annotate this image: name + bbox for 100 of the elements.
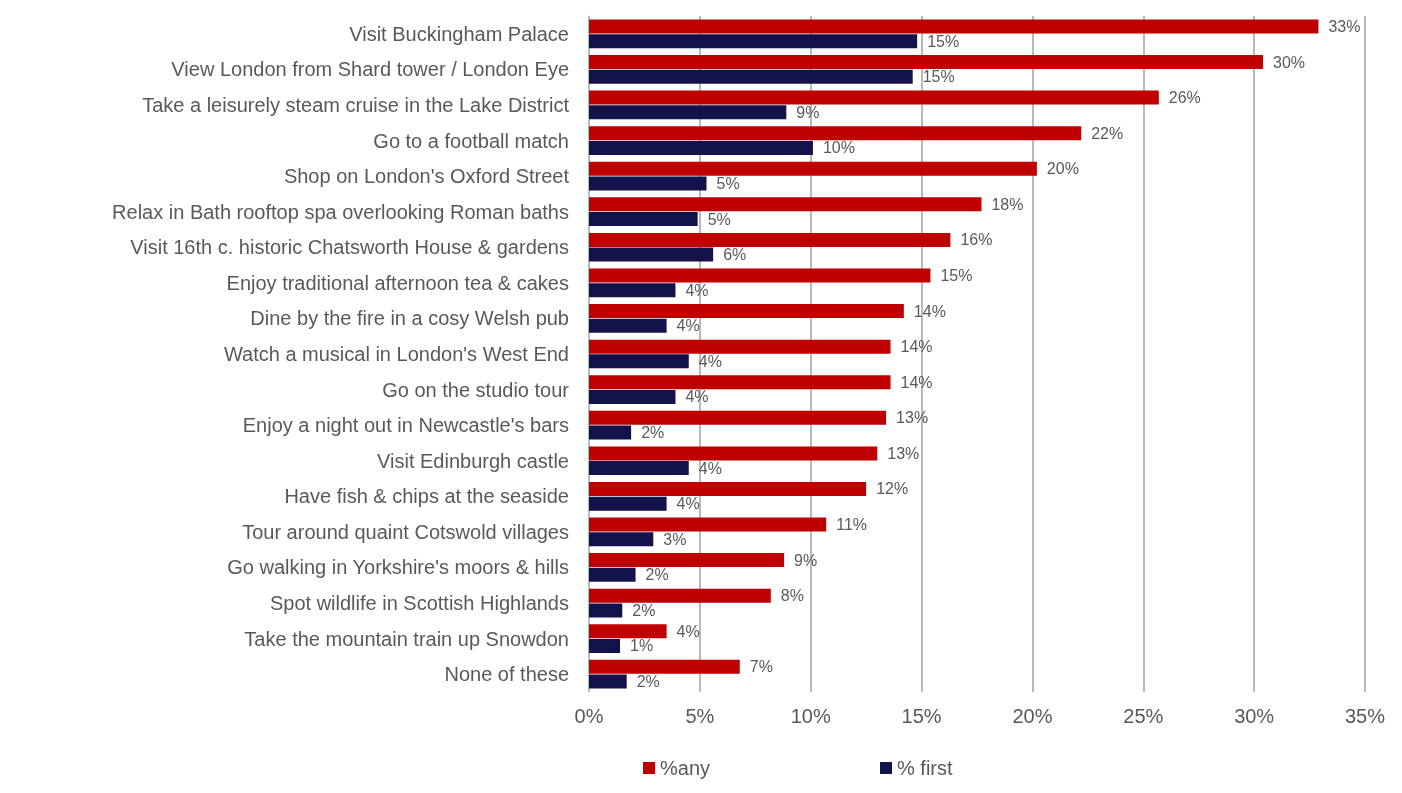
bar	[589, 247, 714, 262]
bar	[589, 461, 689, 476]
legend-label: % first	[897, 757, 954, 779]
data-label: 20%	[1046, 160, 1079, 178]
y-tick-label: Dine by the fire in a cosy Welsh pub	[250, 307, 569, 330]
data-label: 2%	[641, 424, 665, 442]
y-tick-label: Take the mountain train up Snowdon	[244, 627, 569, 650]
data-label: 4%	[676, 317, 700, 335]
data-label: 26%	[1168, 89, 1201, 107]
x-tick-label: 0%	[574, 705, 604, 727]
bar	[589, 674, 627, 689]
data-label: 15%	[940, 266, 973, 284]
x-tick-label: 5%	[685, 705, 715, 727]
data-label: 10%	[822, 139, 855, 157]
bar	[589, 567, 636, 582]
bar	[589, 375, 891, 390]
bar	[589, 126, 1082, 141]
bar	[589, 176, 707, 191]
data-label: 15%	[927, 32, 960, 50]
y-tick-label: Visit 16th c. historic Chatsworth House & gardens	[130, 236, 569, 259]
bar	[589, 624, 667, 639]
y-tick-label: Go to a football match	[373, 129, 569, 152]
data-label: 22%	[1091, 124, 1124, 142]
bar	[589, 517, 827, 532]
data-label: 4%	[698, 459, 722, 477]
data-label: 5%	[707, 210, 731, 228]
bar	[589, 268, 931, 283]
bar	[589, 496, 667, 511]
y-tick-label: Go on the studio tour	[382, 378, 570, 401]
x-tick-label: 10%	[790, 705, 831, 727]
data-label: 4%	[685, 281, 709, 299]
data-label: 30%	[1273, 53, 1306, 71]
data-label: 9%	[796, 103, 820, 121]
data-label: 18%	[991, 195, 1024, 213]
y-tick-label: Take a leisurely steam cruise in the Lake District	[142, 93, 570, 116]
bar	[589, 197, 982, 212]
bar	[589, 212, 698, 227]
bar	[589, 638, 621, 653]
bar	[589, 69, 913, 84]
bar	[589, 34, 918, 49]
x-tick-label: 20%	[1012, 705, 1053, 727]
data-label: 14%	[900, 373, 933, 391]
bar	[589, 90, 1159, 105]
y-tick-label: Go walking in Yorkshire's moors & hills	[227, 556, 569, 579]
data-label: 11%	[836, 516, 868, 534]
bar	[589, 659, 740, 674]
x-tick-label: 35%	[1344, 705, 1386, 727]
bar	[589, 481, 867, 496]
data-label: 4%	[698, 352, 722, 370]
data-label: 13%	[896, 409, 929, 427]
data-label: 8%	[780, 587, 804, 605]
data-label: 2%	[645, 566, 669, 584]
y-tick-label: Have fish & chips at the seaside	[284, 485, 569, 508]
x-tick-label: 15%	[901, 705, 942, 727]
bar	[589, 339, 891, 354]
bar	[589, 318, 667, 333]
data-label: 33%	[1328, 17, 1361, 35]
bar	[589, 161, 1037, 176]
bar	[589, 55, 1264, 70]
data-label: 2%	[636, 673, 660, 691]
y-tick-label: Enjoy traditional afternoon tea & cakes	[226, 271, 569, 294]
data-label: 5%	[716, 174, 740, 192]
data-label: 15%	[922, 68, 955, 86]
bar	[589, 410, 887, 425]
bar	[589, 588, 771, 603]
y-tick-label: Spot wildlife in Scottish Highlands	[269, 592, 569, 615]
bar	[589, 532, 654, 547]
data-label: 3%	[663, 530, 687, 548]
x-tick-label: 25%	[1123, 705, 1164, 727]
y-tick-label: Visit Buckingham Palace	[349, 22, 569, 45]
y-tick-label: None of these	[444, 663, 569, 686]
y-tick-label: Visit Edinburgh castle	[377, 449, 569, 472]
data-label: 2%	[632, 601, 656, 619]
data-label: 4%	[676, 622, 700, 640]
data-label: 4%	[685, 388, 709, 406]
y-tick-label: Watch a musical in London's West End	[223, 343, 569, 365]
data-label: 16%	[960, 231, 993, 249]
bar	[589, 105, 787, 120]
bar	[589, 354, 689, 369]
data-label: 12%	[876, 480, 909, 498]
data-label: 14%	[900, 338, 933, 356]
bar	[589, 553, 785, 568]
data-label: 14%	[913, 302, 946, 320]
bar	[589, 446, 878, 461]
y-tick-label: Relax in Bath rooftop spa overlooking Roman baths	[112, 200, 569, 223]
data-label: 6%	[723, 246, 747, 264]
data-label: 1%	[630, 637, 654, 655]
bar	[589, 425, 632, 440]
legend-label: %any	[660, 757, 711, 779]
data-label: 4%	[676, 495, 700, 513]
data-label: 9%	[794, 551, 818, 569]
x-tick-label: 30%	[1234, 705, 1275, 727]
y-tick-label: Tour around quaint Cotswold villages	[242, 520, 569, 543]
data-label: 7%	[749, 658, 773, 676]
bar	[589, 19, 1319, 34]
bar	[589, 140, 813, 155]
y-tick-label: Shop on London's Oxford Street	[283, 165, 570, 188]
bar	[589, 283, 676, 298]
bar	[589, 304, 904, 319]
bar	[589, 603, 623, 618]
